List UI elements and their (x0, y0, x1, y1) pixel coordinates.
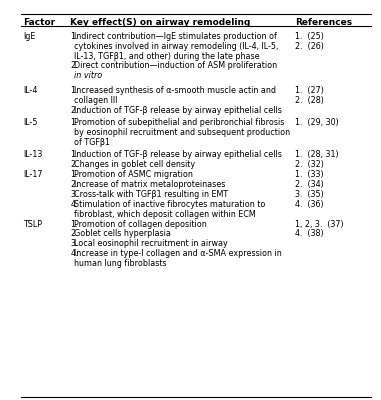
Text: 1.: 1. (70, 150, 78, 159)
Text: IL-17: IL-17 (23, 170, 42, 179)
Text: IL-5: IL-5 (23, 118, 37, 128)
Text: 1, 2, 3.  (37): 1, 2, 3. (37) (295, 220, 344, 228)
Text: Changes in goblet cell density: Changes in goblet cell density (74, 160, 195, 169)
Text: 3.  (35): 3. (35) (295, 190, 324, 199)
Text: 2.  (26): 2. (26) (295, 42, 324, 51)
Text: cytokines involved in airway remodeling (IL-4, IL-5,: cytokines involved in airway remodeling … (74, 42, 279, 51)
Text: Increase in type-I collagen and α-SMA expression in: Increase in type-I collagen and α-SMA ex… (74, 249, 282, 258)
Text: collagen III: collagen III (74, 96, 118, 105)
Text: 2.  (34): 2. (34) (295, 180, 324, 189)
Text: 1.: 1. (70, 32, 78, 41)
Text: 2.: 2. (70, 160, 78, 169)
Text: Cross-talk with TGFβ1 resulting in EMT: Cross-talk with TGFβ1 resulting in EMT (74, 190, 229, 199)
Text: fibroblast, which deposit collagen within ECM: fibroblast, which deposit collagen withi… (74, 210, 256, 218)
Text: TSLP: TSLP (23, 220, 42, 228)
Text: Increase of matrix metaloproteinases: Increase of matrix metaloproteinases (74, 180, 226, 189)
Text: 1.  (29, 30): 1. (29, 30) (295, 118, 339, 128)
Text: IL-4: IL-4 (23, 86, 37, 95)
Text: 1.: 1. (70, 86, 78, 95)
Text: Stimulation of inactive fibrocytes maturation to: Stimulation of inactive fibrocytes matur… (74, 200, 266, 209)
Text: 4.: 4. (70, 249, 78, 258)
Text: Promotion of subepithelial and peribronchial fibrosis: Promotion of subepithelial and peribronc… (74, 118, 285, 128)
Text: IgE: IgE (23, 32, 35, 41)
Text: Induction of TGF-β release by airway epithelial cells: Induction of TGF-β release by airway epi… (74, 106, 282, 115)
Text: 2.: 2. (70, 180, 78, 189)
Text: Induction of TGF-β release by airway epithelial cells: Induction of TGF-β release by airway epi… (74, 150, 282, 159)
Text: 1.  (27): 1. (27) (295, 86, 324, 95)
Text: Indirect contribution—IgE stimulates production of: Indirect contribution—IgE stimulates pro… (74, 32, 277, 41)
Text: 4.  (36): 4. (36) (295, 200, 324, 209)
Text: 2.: 2. (70, 230, 78, 238)
Text: 2.: 2. (70, 106, 78, 115)
Text: Factor: Factor (23, 18, 55, 27)
Text: Increased synthesis of α-smooth muscle actin and: Increased synthesis of α-smooth muscle a… (74, 86, 276, 95)
Text: 1.: 1. (70, 170, 78, 179)
Text: of TGFβ1: of TGFβ1 (74, 138, 110, 147)
Text: 3.: 3. (70, 190, 78, 199)
Text: 3.: 3. (70, 239, 78, 248)
Text: Key effect(S) on airway remodeling: Key effect(S) on airway remodeling (70, 18, 251, 27)
Text: Goblet cells hyperplasia: Goblet cells hyperplasia (74, 230, 171, 238)
Text: by eosinophil recruitment and subsequent production: by eosinophil recruitment and subsequent… (74, 128, 290, 137)
Text: Promotion of ASMC migration: Promotion of ASMC migration (74, 170, 193, 179)
Text: Promotion of collagen deposition: Promotion of collagen deposition (74, 220, 207, 228)
Text: References: References (295, 18, 352, 27)
Text: 2.  (28): 2. (28) (295, 96, 324, 105)
Text: human lung fibroblasts: human lung fibroblasts (74, 259, 167, 268)
Text: IL-13: IL-13 (23, 150, 42, 159)
Text: 1.  (28, 31): 1. (28, 31) (295, 150, 339, 159)
Text: IL-13, TGFβ1, and other) during the late phase: IL-13, TGFβ1, and other) during the late… (74, 52, 260, 61)
Text: 4.  (38): 4. (38) (295, 230, 324, 238)
Text: 1.  (33): 1. (33) (295, 170, 324, 179)
Text: 1.: 1. (70, 118, 78, 128)
Text: 2.: 2. (70, 61, 78, 70)
Text: in vitro: in vitro (74, 71, 102, 80)
Text: 2.  (32): 2. (32) (295, 160, 324, 169)
Text: 1.  (25): 1. (25) (295, 32, 324, 41)
Text: 1.: 1. (70, 220, 78, 228)
Text: 4.: 4. (70, 200, 78, 209)
Text: Local eosinophil recruitment in airway: Local eosinophil recruitment in airway (74, 239, 228, 248)
Text: Direct contribution—induction of ASM proliferation: Direct contribution—induction of ASM pro… (74, 61, 277, 70)
